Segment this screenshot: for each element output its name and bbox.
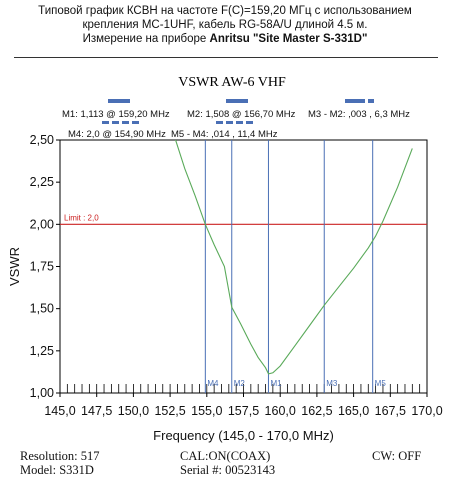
x-tick-label: 145,0 bbox=[44, 404, 75, 418]
x-tick-label: 152,5 bbox=[154, 404, 185, 418]
plot-area: 1,00 1,25 1,50 1,75 2,00 2,25 2,50 145,0 147,5 15… bbox=[7, 133, 443, 443]
marker-indicator-bar bbox=[236, 121, 243, 124]
marker-indicator-bar bbox=[368, 99, 374, 103]
header-line-1: Типовой график КСВН на частоте F(C)=159,… bbox=[38, 5, 412, 17]
marker-readout: M5 - M4: ,014 , 11,4 MHz bbox=[171, 129, 278, 140]
marker-indicator-bar bbox=[102, 121, 109, 124]
footer-model: Model: S331D bbox=[20, 463, 94, 477]
marker-label: M2 bbox=[234, 379, 246, 388]
header-line-3-prefix: Измерение на приборе bbox=[82, 33, 210, 45]
y-tick-label: 1,50 bbox=[30, 302, 54, 316]
marker-indicator-bar bbox=[226, 99, 248, 103]
marker-label: M1 bbox=[270, 379, 282, 388]
x-tick-label: 170,0 bbox=[411, 404, 442, 418]
header-line-2: крепления MC-1UHF, кабель RG-58A/U длино… bbox=[82, 19, 368, 31]
marker-readout: M3 - M2: ,003 , 6,3 MHz bbox=[308, 109, 410, 120]
x-tick-label: 155,0 bbox=[191, 404, 222, 418]
header-line-3-instrument: Anritsu "Site Master S-331D" bbox=[209, 33, 368, 45]
marker-indicator-bar bbox=[122, 121, 129, 124]
marker-indicator-bar bbox=[246, 121, 253, 124]
x-tick-label: 157,5 bbox=[228, 404, 259, 418]
y-tick-label: 2,00 bbox=[30, 217, 54, 231]
x-tick-label: 147,5 bbox=[81, 404, 112, 418]
y-tick-label: 2,25 bbox=[30, 175, 54, 189]
y-axis-label: VSWR bbox=[7, 247, 22, 286]
y-tick-label: 1,00 bbox=[30, 386, 54, 400]
footer-resolution: Resolution: 517 bbox=[20, 449, 100, 463]
marker-label: M4 bbox=[207, 379, 219, 388]
footer-cw: CW: OFF bbox=[372, 449, 422, 463]
header-divider bbox=[14, 57, 438, 58]
marker-readout: M4: 2,0 @ 154,90 MHz bbox=[68, 129, 166, 140]
header-line-3: Измерение на приборе Anritsu "Site Maste… bbox=[0, 32, 450, 46]
marker-label: M3 bbox=[326, 379, 338, 388]
marker-indicator-bar bbox=[226, 121, 233, 124]
limit-label: Limit : 2,0 bbox=[64, 213, 99, 222]
footer-serial: Serial #: 00523143 bbox=[180, 463, 276, 477]
x-axis-label: Frequency (145,0 - 170,0 MHz) bbox=[153, 428, 334, 443]
marker-label: M5 bbox=[375, 379, 387, 388]
y-tick-label: 2,50 bbox=[30, 133, 54, 147]
x-tick-label: 167,5 bbox=[375, 404, 406, 418]
marker-indicator-bar bbox=[216, 121, 223, 124]
x-tick-label: 150,0 bbox=[118, 404, 149, 418]
x-tick-label: 162,5 bbox=[301, 404, 332, 418]
chart-title: VSWR AW-6 VHF bbox=[178, 75, 286, 90]
footer-cal: CAL:ON(COAX) bbox=[180, 449, 271, 463]
marker-indicator-bar bbox=[112, 121, 119, 124]
marker-readout: M1: 1,113 @ 159,20 MHz bbox=[62, 109, 170, 120]
marker-readouts: M1: 1,113 @ 159,20 MHz M2: 1,508 @ 156,70… bbox=[62, 99, 410, 140]
marker-indicator-bar bbox=[108, 99, 130, 103]
x-tick-label: 160,0 bbox=[265, 404, 296, 418]
marker-readout: M2: 1,508 @ 156,70 MHz bbox=[187, 109, 296, 120]
y-tick-label: 1,75 bbox=[30, 260, 54, 274]
x-tick-label: 165,0 bbox=[338, 404, 369, 418]
marker-indicator-bar bbox=[132, 121, 139, 124]
plot-frame bbox=[59, 139, 428, 394]
y-tick-label: 1,25 bbox=[30, 344, 54, 358]
vswr-series-line bbox=[175, 140, 413, 375]
marker-indicator-bar bbox=[345, 99, 365, 103]
